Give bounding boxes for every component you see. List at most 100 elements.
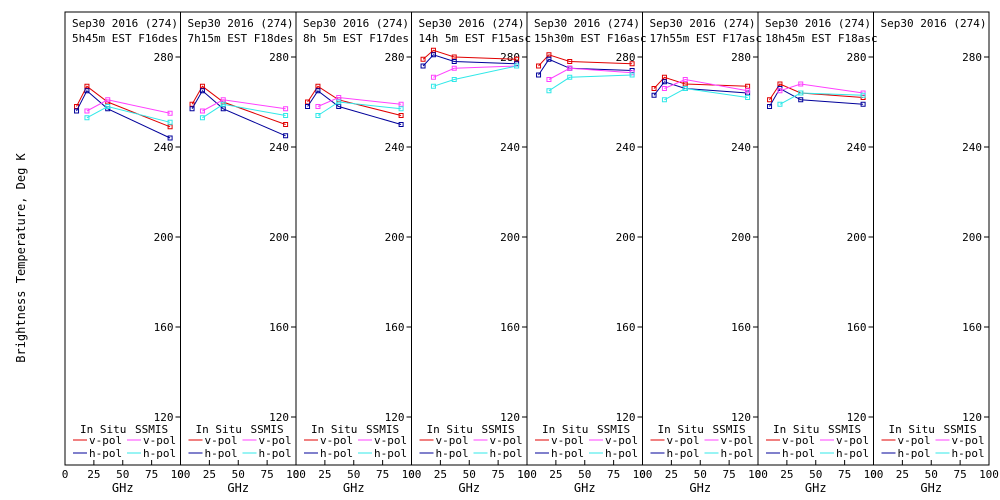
data-point — [860, 92, 866, 98]
legend-insitu-label: v-pol — [320, 434, 353, 447]
data-point — [451, 65, 457, 71]
x-axis-label: GHz — [227, 481, 249, 495]
data-point — [745, 95, 751, 100]
panel-subtitle: 15h30m EST F16asc — [534, 32, 647, 45]
data-point — [661, 97, 667, 103]
x-tick-label: 75 — [607, 468, 620, 481]
x-tick-label: 75 — [145, 468, 158, 481]
x-axis-label: GHz — [920, 481, 942, 495]
data-point — [283, 133, 289, 139]
panel-6: Sep30 2016 (274) 17h55m EST F17asc 120 160 2… — [639, 11, 768, 495]
y-tick-label: 200 — [500, 231, 520, 244]
y-tick-label: 280 — [385, 51, 405, 64]
legend-insitu-label: h-pol — [436, 447, 469, 460]
legend-insitu-label: h-pol — [898, 447, 931, 460]
y-tick-label: 160 — [962, 321, 982, 334]
data-point — [661, 79, 667, 85]
data-point — [651, 92, 657, 98]
series-line — [307, 85, 402, 116]
y-tick-label: 240 — [385, 141, 405, 154]
y-tick-label: 200 — [962, 231, 982, 244]
legend-ssmis-label: v-pol — [605, 434, 638, 447]
data-point — [420, 56, 426, 62]
legend-insitu-label: v-pol — [667, 434, 700, 447]
y-tick-label: 200 — [269, 231, 289, 244]
legend-insitu-label: h-pol — [320, 447, 353, 460]
series-line — [307, 90, 402, 125]
x-axis-label: GHz — [458, 481, 480, 495]
legend-ssmis: SSMIS — [366, 423, 399, 436]
legend-ssmis: SSMIS — [251, 423, 284, 436]
y-tick-label: 240 — [500, 141, 520, 154]
data-point — [398, 113, 404, 118]
data-point — [84, 108, 90, 114]
x-tick-label: 50 — [463, 468, 476, 481]
data-point — [777, 88, 783, 94]
legend-ssmis-label: v-pol — [374, 434, 407, 447]
series-line — [653, 81, 748, 96]
series-line — [202, 103, 286, 119]
legend-ssmis-label: h-pol — [952, 447, 985, 460]
x-tick-label: 25 — [87, 468, 100, 481]
data-point — [305, 104, 311, 109]
data-point — [767, 97, 773, 103]
y-tick-label: 160 — [500, 321, 520, 334]
legend-ssmis: SSMIS — [597, 423, 630, 436]
data-point — [451, 59, 457, 64]
legend-insitu-label: h-pol — [782, 447, 815, 460]
panel-2: Sep30 2016 (274) 7h15m EST F18des 120 160 20… — [177, 11, 306, 495]
data-point — [798, 90, 804, 96]
legend-ssmis: SSMIS — [713, 423, 746, 436]
legend-ssmis-label: v-pol — [259, 434, 292, 447]
data-point — [682, 86, 688, 91]
panel-subtitle: 7h15m EST F18des — [188, 32, 294, 45]
series-line — [76, 85, 171, 128]
legend-ssmis-label: v-pol — [836, 434, 869, 447]
x-tick-label: 100 — [633, 468, 653, 481]
data-point — [283, 113, 289, 118]
panel-8: Sep30 2016 (274) 120 160 200 240 280 0 25 50 75 10… — [870, 11, 999, 495]
y-tick-label: 280 — [269, 51, 289, 64]
series-line — [779, 92, 864, 105]
y-tick-label: 160 — [731, 321, 751, 334]
data-point — [315, 113, 321, 118]
y-tick-label: 120 — [731, 411, 751, 424]
data-point — [536, 72, 542, 78]
data-point — [74, 108, 80, 114]
legend-ssmis-label: h-pol — [143, 447, 176, 460]
panel-title: Sep30 2016 (274) — [765, 17, 871, 30]
data-point — [860, 101, 866, 107]
x-tick-label: 100 — [517, 468, 537, 481]
panel-subtitle: 5h45m EST F16des — [72, 32, 178, 45]
data-point — [199, 108, 205, 114]
legend-insitu-label: h-pol — [205, 447, 238, 460]
data-point — [777, 101, 783, 107]
legend-insitu-label: v-pol — [436, 434, 469, 447]
data-point — [536, 63, 542, 69]
series-line — [779, 83, 864, 94]
panel-4: Sep30 2016 (274) 14h 5m EST F15asc 120 160 2… — [408, 11, 537, 495]
legend-ssmis-label: v-pol — [490, 434, 523, 447]
data-point — [451, 77, 457, 82]
x-tick-label: 25 — [549, 468, 562, 481]
legend-insitu-label: v-pol — [205, 434, 238, 447]
x-tick-label: 0 — [177, 468, 184, 481]
y-tick-label: 280 — [616, 51, 636, 64]
y-tick-label: 120 — [962, 411, 982, 424]
y-tick-label: 280 — [731, 51, 751, 64]
x-tick-label: 0 — [870, 468, 877, 481]
data-point — [629, 72, 635, 78]
y-tick-label: 120 — [847, 411, 867, 424]
data-point — [199, 88, 205, 94]
data-point — [336, 99, 342, 105]
y-tick-label: 160 — [154, 321, 174, 334]
x-tick-label: 0 — [755, 468, 762, 481]
data-point — [430, 74, 436, 80]
x-axis-label: GHz — [689, 481, 711, 495]
x-tick-label: 25 — [896, 468, 909, 481]
series-line — [664, 78, 748, 92]
series-line — [76, 90, 171, 139]
legend-ssmis-label: h-pol — [721, 447, 754, 460]
x-tick-label: 75 — [376, 468, 389, 481]
panel-title: Sep30 2016 (274) — [72, 17, 178, 30]
